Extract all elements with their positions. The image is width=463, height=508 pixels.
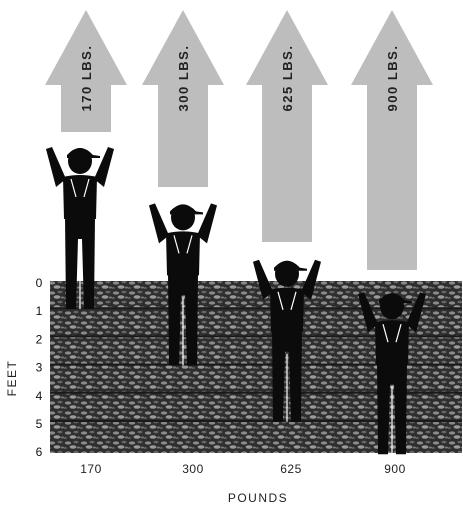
depth-tick-label: 4 xyxy=(36,389,43,403)
depth-tick-label: 2 xyxy=(36,332,43,346)
x-axis-title: POUNDS xyxy=(228,491,288,505)
arrow-shape xyxy=(142,10,224,187)
lift-arrow: 900 LBS. xyxy=(351,10,433,270)
depth-tick-label: 3 xyxy=(36,361,43,375)
depth-tick-label: 6 xyxy=(36,445,43,459)
depth-tick-label: 0 xyxy=(36,276,43,290)
person-figure xyxy=(358,292,426,455)
lift-arrow: 300 LBS. xyxy=(142,10,224,187)
depth-axis-title: FEET xyxy=(5,360,19,397)
arrow-label: 170 LBS. xyxy=(79,45,94,112)
arrow-label: 625 LBS. xyxy=(280,45,295,112)
depth-tick-label: 5 xyxy=(36,417,43,431)
pound-label: 300 xyxy=(182,462,204,476)
pound-label: 900 xyxy=(384,462,406,476)
arrow-shape xyxy=(246,10,328,242)
person-figure xyxy=(253,259,321,422)
pound-label: 625 xyxy=(280,462,302,476)
arrow-shape xyxy=(45,10,127,132)
person-figure xyxy=(149,203,217,366)
depth-tick-label: 1 xyxy=(36,304,43,318)
depth-axis: 0 1 2 3 4 5 6 xyxy=(36,276,43,459)
pound-labels: 170 300 625 900 xyxy=(80,462,406,476)
arrow-label: 300 LBS. xyxy=(176,45,191,112)
people-figures xyxy=(46,147,426,455)
lift-arrow: 170 LBS. xyxy=(45,10,127,132)
arrow-label: 900 LBS. xyxy=(385,45,400,112)
person-figure xyxy=(46,147,114,309)
lift-arrow: 625 LBS. xyxy=(246,10,328,242)
pound-label: 170 xyxy=(80,462,102,476)
arrow-shape xyxy=(351,10,433,270)
lift-force-arrows: 170 LBS. 300 LBS. 625 LBS. 900 LBS. xyxy=(45,10,433,270)
